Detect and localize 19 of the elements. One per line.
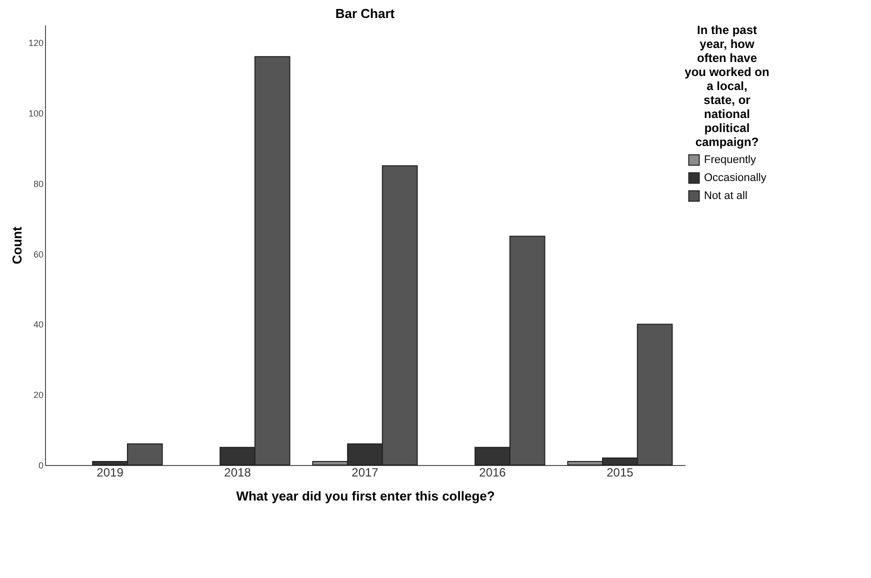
text: In the past year, how often have you worked on a local, state, or national political campaign? <box>684 23 770 149</box>
chart-title: Bar Chart <box>335 6 396 21</box>
legend-label: Not at all <box>704 190 748 202</box>
y-tick-label: 80 <box>33 178 44 189</box>
y-tick-label: 20 <box>33 390 44 400</box>
x-tick-label: 2018 <box>224 466 252 480</box>
y-tick-label: 0 <box>38 460 44 470</box>
y-tick-label: 60 <box>33 249 44 260</box>
y-tick-label: 120 <box>28 38 44 48</box>
legend-label: Frequently <box>704 154 756 166</box>
x-axis-title: What year did you first enter this college? <box>236 488 495 504</box>
y-tick-label: 100 <box>28 108 44 118</box>
x-tick-label: 2016 <box>479 466 506 480</box>
y-tick-label: 40 <box>33 320 44 330</box>
x-tick-label: 2019 <box>96 466 124 480</box>
x-tick-label: 2017 <box>352 466 379 480</box>
x-tick-label: 2015 <box>606 466 634 480</box>
legend-label: Occasionally <box>704 172 767 184</box>
y-axis-title: Count <box>9 226 24 264</box>
